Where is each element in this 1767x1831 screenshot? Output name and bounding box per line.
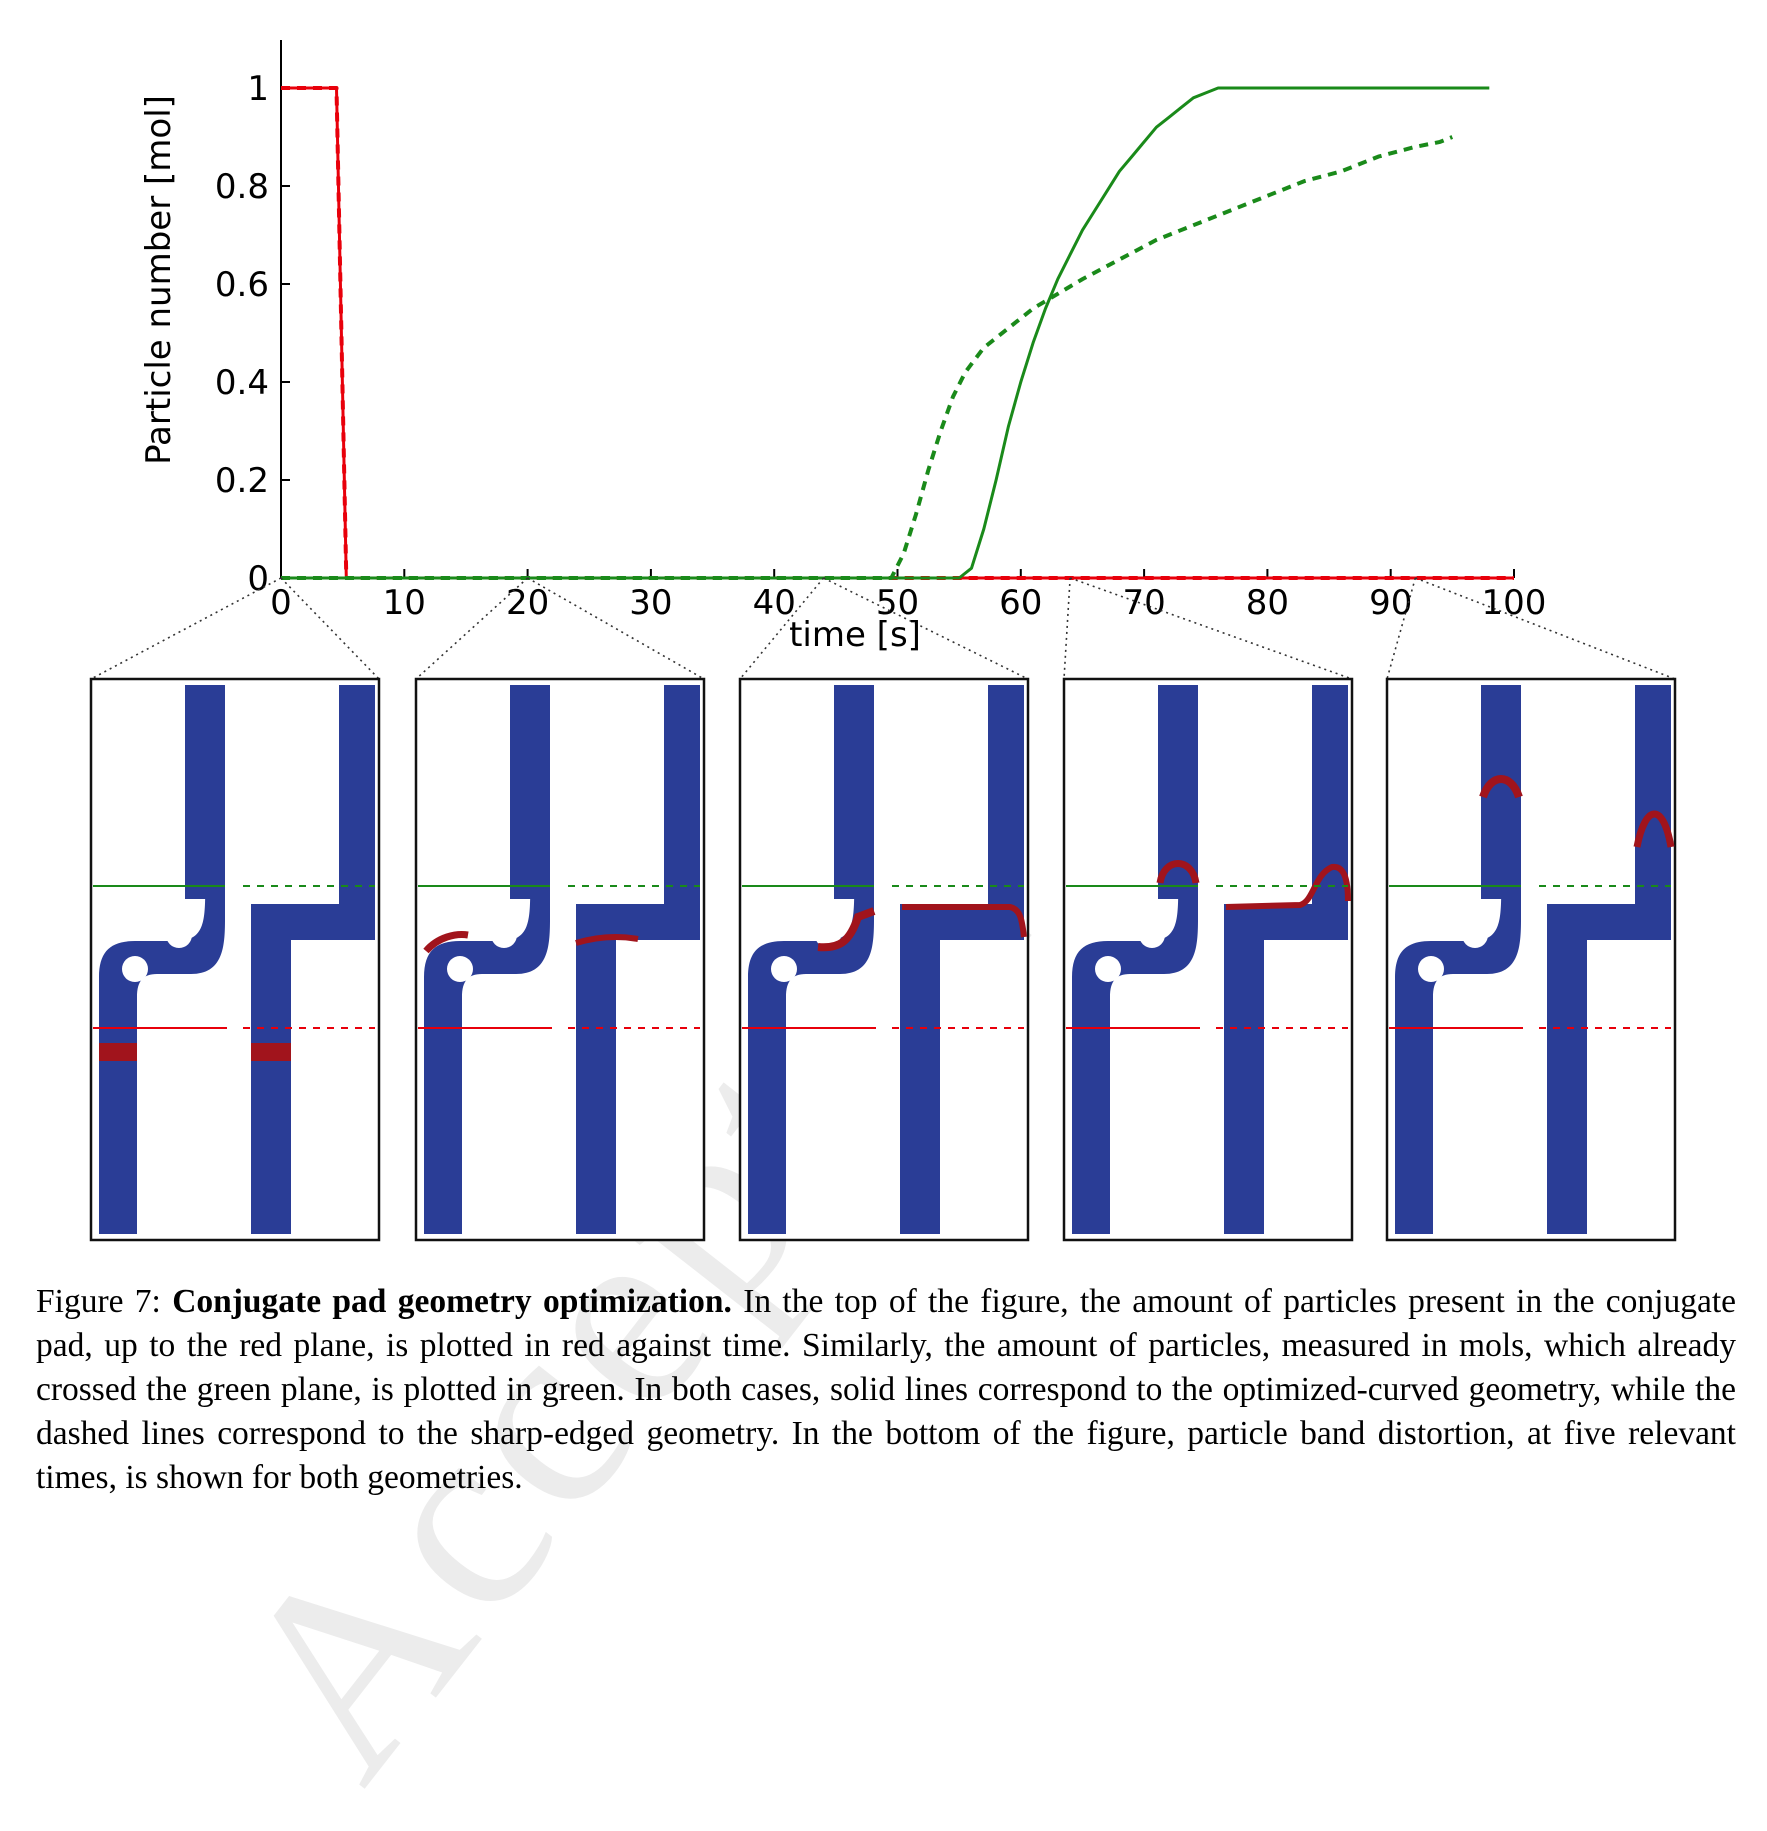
curved-bend [424, 859, 550, 1234]
sharp-outlet-channel [664, 685, 700, 940]
snapshot-panel [89, 677, 381, 1242]
figure-svg: 00.20.40.60.810 10 20 30 40 50 60 70 80 90 100 Par… [89, 40, 1677, 1242]
sharp-outlet-channel [1312, 685, 1348, 940]
curved-neck [185, 859, 225, 899]
sharp-inlet-channel [1547, 904, 1587, 1234]
curved-notch-upper [815, 922, 841, 948]
x-tick-label: 60 [999, 583, 1042, 623]
figure-caption: Figure 7: Conjugate pad geometry optimiz… [36, 1280, 1736, 1500]
x-axis-label: time [s] [789, 615, 921, 655]
curved-neck [1481, 859, 1521, 899]
sharp-outlet-channel [988, 685, 1024, 940]
x-tick-label: 0 [270, 583, 292, 623]
x-tick-label: 10 [383, 583, 426, 623]
snapshot-panels [89, 677, 1677, 1242]
curved-notch-upper [166, 922, 192, 948]
series-line-0 [281, 86, 1514, 580]
curved-outlet-channel [510, 685, 550, 865]
caption-text: In the top of the figure, the amount of … [36, 1283, 1736, 1496]
x-tick-label: 40 [753, 583, 796, 623]
x-tick-label: 20 [506, 583, 549, 623]
curved-particle-band [99, 1043, 137, 1061]
caption-title: Conjugate pad geometry optimization. [172, 1283, 732, 1320]
y-tick-label: 1 [247, 69, 269, 109]
zoom-line-right [1415, 577, 1676, 680]
curved-bend [1395, 859, 1521, 1234]
y-axis-label: Particle number [mol] [139, 95, 179, 465]
zoom-lines [90, 577, 1676, 680]
y-tick-label: 0.8 [215, 167, 269, 207]
curved-notch-lower [1418, 956, 1444, 982]
curved-notch-lower [122, 956, 148, 982]
zoom-line-left [415, 577, 529, 680]
zoom-line-left [1063, 577, 1071, 680]
sharp-inlet-channel [900, 904, 940, 1234]
sharp-particle-band [575, 933, 639, 946]
x-tick-label: 90 [1369, 583, 1412, 623]
curved-neck [510, 859, 550, 899]
curved-notch-lower [771, 956, 797, 982]
curved-notch-lower [447, 956, 473, 982]
y-tick-label: 0.2 [215, 461, 269, 501]
snapshot-panel [738, 677, 1030, 1242]
x-tick-label: 30 [629, 583, 672, 623]
zoom-line-right [823, 577, 1029, 680]
panel-frame [89, 677, 381, 1242]
curved-particle-band [817, 907, 876, 952]
curved-outlet-channel [1158, 685, 1198, 865]
series-line-3 [281, 135, 1454, 580]
sharp-outlet-channel [339, 685, 375, 940]
zoom-line-right [527, 577, 705, 680]
snapshot-panel [414, 677, 706, 1242]
sharp-inlet-channel [1224, 904, 1264, 1234]
curved-outlet-channel [834, 685, 874, 865]
curved-notch-upper [491, 922, 517, 948]
curved-notch-upper [1139, 922, 1165, 948]
series-line-1 [281, 86, 1514, 580]
y-tick-label: 0.4 [215, 363, 269, 403]
curved-particle-band [423, 931, 469, 954]
curved-bend [748, 859, 874, 1234]
y-tick-label: 0.6 [215, 265, 269, 305]
chart-axes: 00.20.40.60.810 10 20 30 40 50 60 70 80 90 100 [215, 40, 1547, 623]
zoom-line-left [739, 577, 825, 680]
sharp-inlet-channel [251, 904, 291, 1234]
curved-bend [99, 859, 225, 1234]
curved-notch-lower [1095, 956, 1121, 982]
curved-outlet-channel [185, 685, 225, 865]
curved-particle-band [1479, 775, 1523, 799]
snapshot-panel [1385, 677, 1677, 1242]
zoom-line-right [1069, 577, 1353, 680]
x-tick-label: 70 [1122, 583, 1165, 623]
curved-neck [834, 859, 874, 899]
curved-bend [1072, 859, 1198, 1234]
chart-series [281, 86, 1514, 580]
curved-particle-band [1156, 860, 1200, 884]
sharp-particle-band [1633, 810, 1675, 848]
series-line-2 [281, 86, 1490, 580]
sharp-particle-band [902, 904, 1027, 938]
caption-label: Figure 7: [36, 1283, 161, 1320]
sharp-inlet-channel [576, 904, 616, 1234]
x-tick-label: 100 [1482, 583, 1547, 623]
x-tick-label: 80 [1246, 583, 1289, 623]
y-tick-label: 0 [247, 559, 269, 599]
x-tick-label: 50 [876, 583, 919, 623]
snapshot-panel [1062, 677, 1354, 1242]
sharp-particle-band [251, 1043, 291, 1061]
zoom-line-right [280, 577, 380, 680]
curved-notch-upper [1462, 922, 1488, 948]
